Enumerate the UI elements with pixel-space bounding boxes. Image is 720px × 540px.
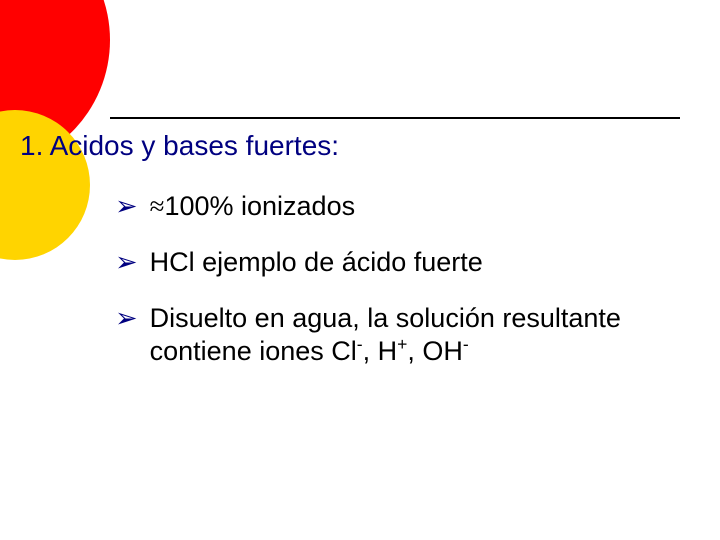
bullet-item: ➢ Disuelto en agua, la solución resultant…: [115, 302, 690, 370]
bullet-arrow-icon: ➢: [115, 302, 138, 336]
bullet-arrow-icon: ➢: [115, 246, 138, 280]
slide-heading: 1. Acidos y bases fuertes:: [20, 130, 339, 162]
bullet-text: HCl ejemplo de ácido fuerte: [150, 246, 690, 280]
bullet-text: Disuelto en agua, la solución resultante…: [150, 302, 690, 370]
bullet-arrow-icon: ➢: [115, 190, 138, 224]
bullet-text: ≈100% ionizados: [150, 190, 690, 224]
bullet-item: ➢ HCl ejemplo de ácido fuerte: [115, 246, 690, 280]
bullet-list: ➢ ≈100% ionizados ➢ HCl ejemplo de ácido fu…: [115, 190, 690, 391]
bullet-item: ➢ ≈100% ionizados: [115, 190, 690, 224]
horizontal-rule: [110, 117, 680, 119]
